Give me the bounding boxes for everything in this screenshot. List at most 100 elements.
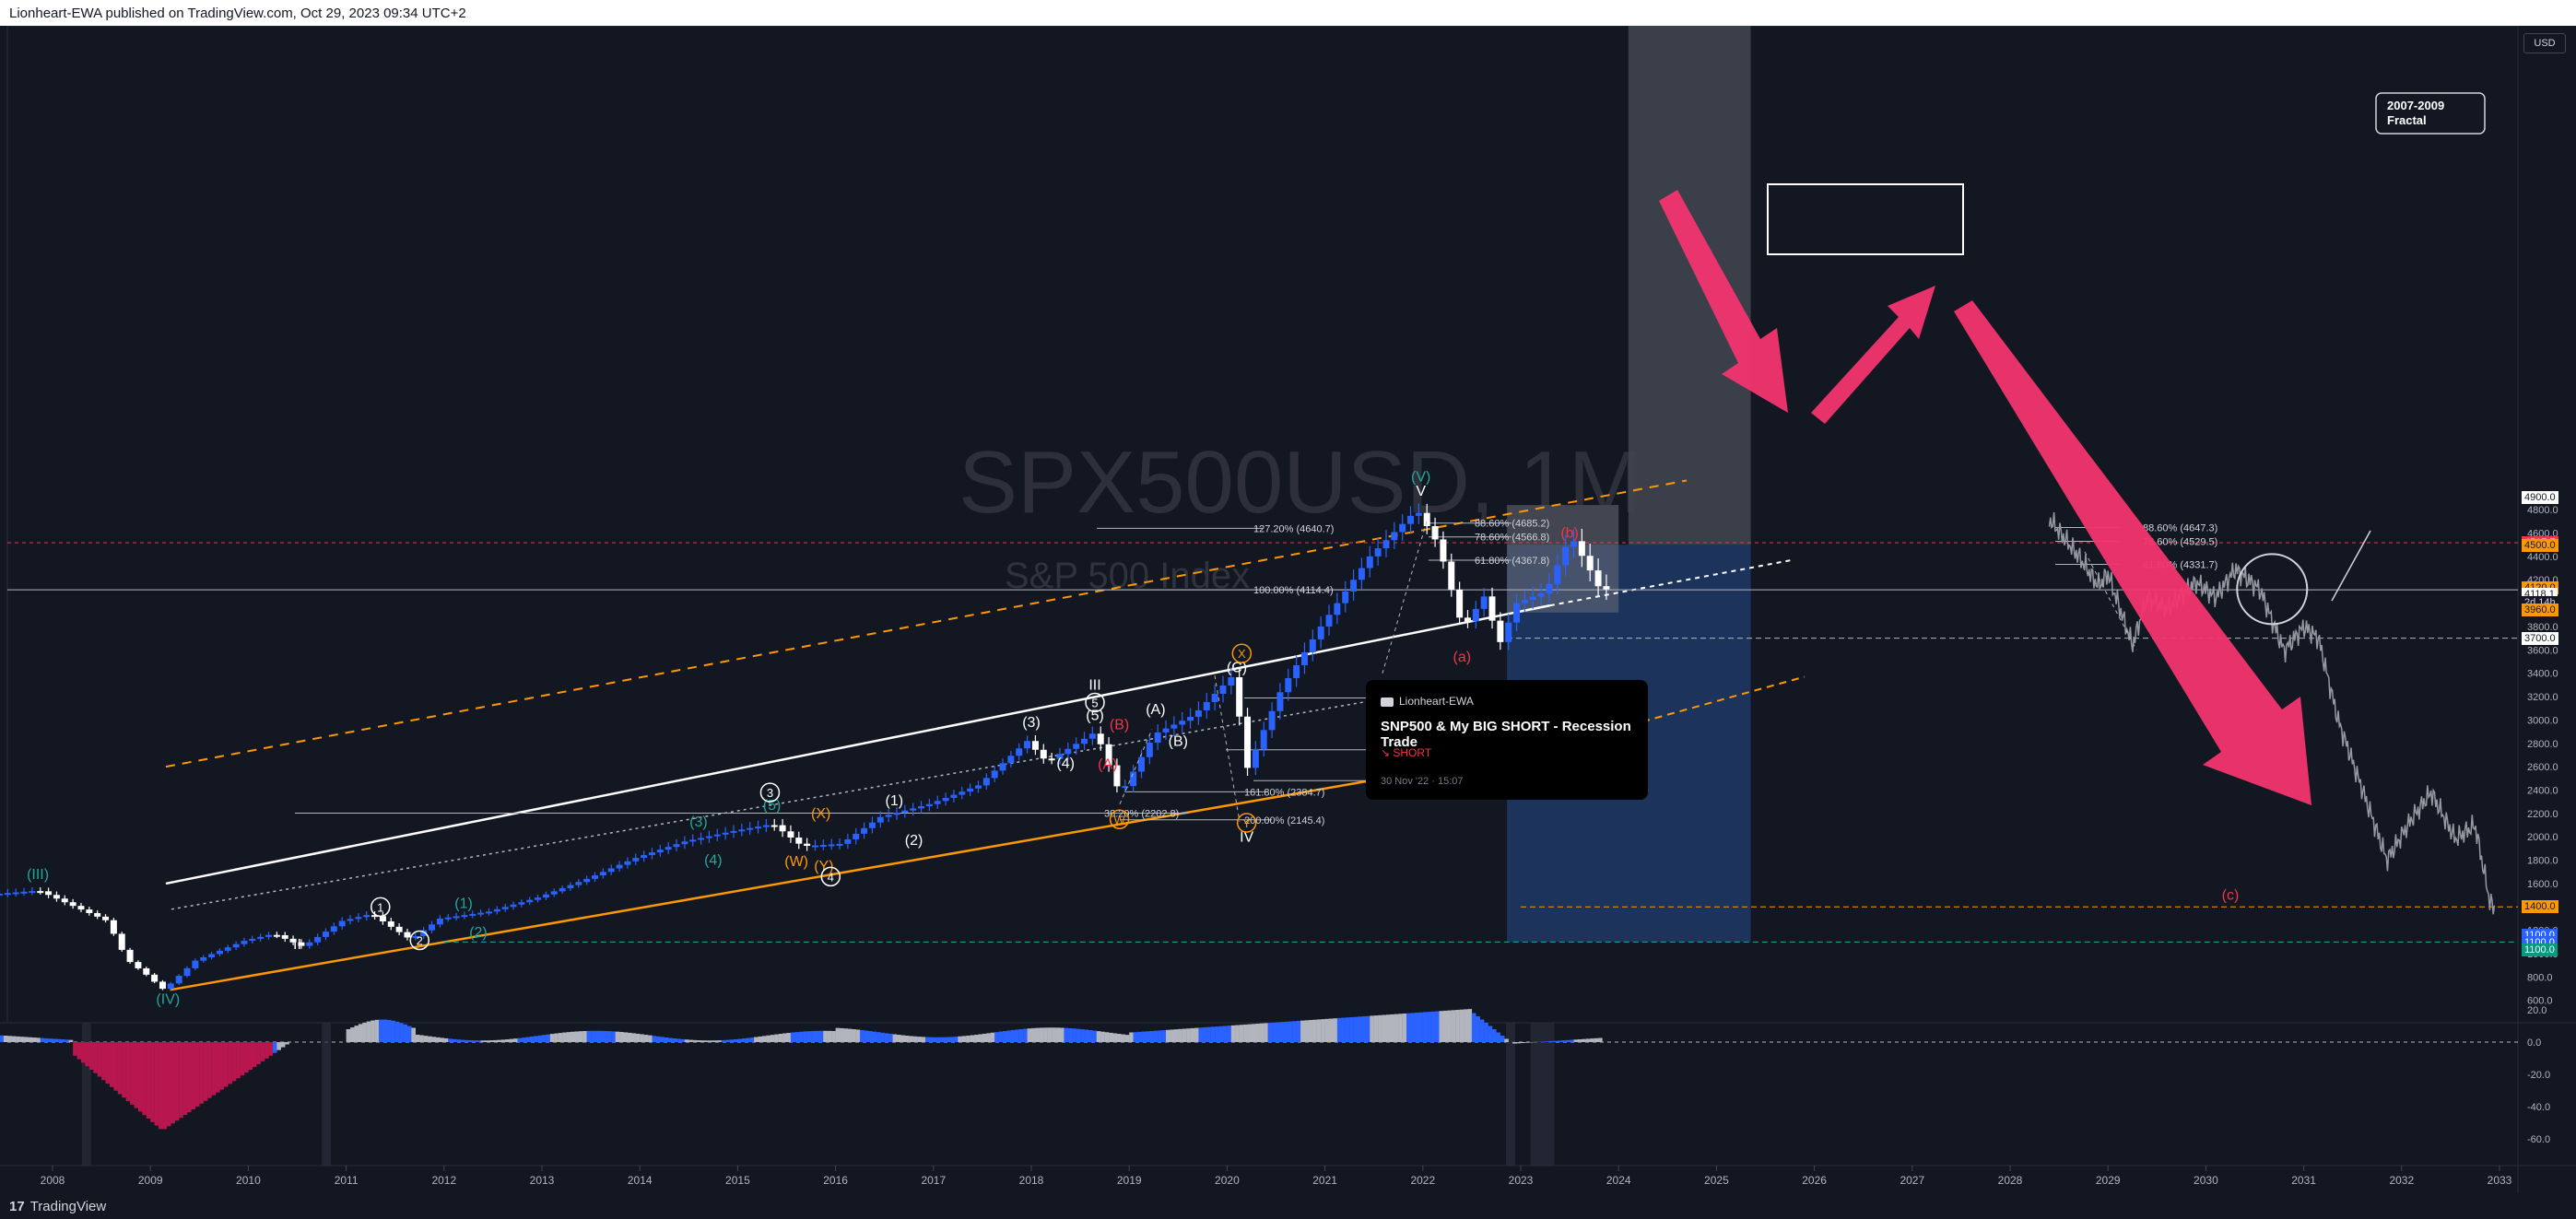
oscillator-bar (721, 1039, 726, 1042)
oscillator-bar (1427, 1012, 1431, 1042)
oscillator-bar (231, 1042, 237, 1082)
oscillator-bar (640, 1034, 644, 1042)
fib-level-label: 161.80% (2384.7) (1244, 787, 1324, 798)
candle-body (876, 816, 884, 823)
candle-body (575, 882, 582, 885)
oscillator-bar (982, 1033, 987, 1042)
oscillator-bar (705, 1040, 710, 1042)
candle-body (45, 891, 53, 896)
oscillator-bar (1124, 1035, 1130, 1042)
candle-body (363, 915, 371, 918)
oscillator-bar (746, 1037, 750, 1042)
oscillator-bar (346, 1029, 351, 1042)
candle-body (1252, 748, 1259, 768)
candle-body (925, 803, 933, 807)
candle-body (216, 950, 223, 955)
oscillator-bar (386, 1019, 392, 1042)
idea-card[interactable]: Lionheart-EWA SNP500 & My BIG SHORT - Re… (1366, 680, 1648, 800)
oscillator-bar (497, 1039, 501, 1042)
y-axis-tick-label: 1600.0 (2527, 879, 2558, 890)
oscillator-bar (697, 1040, 701, 1042)
x-axis-tick-label: 2025 (1704, 1174, 1729, 1187)
candle-body (910, 808, 917, 811)
price-tag: 1400.0 (2522, 900, 2558, 914)
oscillator-bar (101, 1042, 106, 1081)
candle-body (844, 838, 852, 844)
oscillator-bar (285, 1042, 289, 1045)
oscillator-bar (179, 1042, 183, 1119)
currency-label[interactable]: USD (2523, 33, 2566, 53)
idea-date: 30 Nov '22 · 15:07 (1381, 776, 1464, 787)
oscillator-bar (798, 1031, 804, 1042)
price-tag: 4500.0 (2522, 539, 2558, 553)
x-axis-tick-label: 2019 (1117, 1174, 1142, 1187)
oscillator-bar (24, 1037, 29, 1042)
wave-circle-label: 1 (377, 900, 383, 914)
oscillator-bar (260, 1042, 265, 1061)
candle-body (395, 926, 403, 932)
candle-body (1578, 541, 1585, 557)
oscillator-bar (990, 1032, 995, 1042)
y-axis-tick-label: 3600.0 (2527, 645, 2558, 656)
oscillator-bar (860, 1029, 865, 1042)
oscillator-bar (411, 1027, 416, 1042)
candle-body (967, 788, 974, 792)
watermark-symbol: SPX500USD, 1M (959, 433, 1642, 532)
oscillator-bar (1442, 1010, 1448, 1042)
oscillator-highlight-bar (81, 1023, 91, 1166)
oscillator-bar (1109, 1032, 1113, 1042)
oscillator-bar (1308, 1020, 1313, 1042)
candle-body (249, 938, 256, 942)
oscillator-bar (884, 1033, 889, 1042)
oscillator-bar (1292, 1021, 1297, 1042)
oscillator-bar (460, 1039, 465, 1042)
oscillator-bar (1333, 1018, 1338, 1042)
candle-body (755, 826, 762, 829)
wave-label: III (1088, 677, 1100, 693)
oscillator-bar (1137, 1031, 1142, 1042)
candle-body (934, 801, 941, 804)
candle-body (648, 852, 655, 856)
oscillator-bar (476, 1040, 481, 1042)
oscillator-bar (1545, 1041, 1550, 1042)
candle-body (1594, 570, 1602, 587)
candle-body (795, 837, 803, 844)
oscillator-bar (1406, 1013, 1411, 1042)
wave-label: (W) (784, 854, 808, 870)
oscillator-bar (1476, 1016, 1480, 1042)
wave-label: (B) (1169, 733, 1188, 749)
oscillator-bar (276, 1042, 281, 1050)
fib-level-label: 78.60% (4529.5) (2143, 536, 2217, 547)
oscillator-bar (1015, 1029, 1019, 1042)
oscillator-axis-label: -20.0 (2527, 1070, 2550, 1081)
oscillator-bar (403, 1024, 408, 1042)
oscillator-bar (1178, 1028, 1182, 1042)
oscillator-bar (1570, 1039, 1574, 1042)
oscillator-bar (1251, 1024, 1256, 1042)
candle-body (469, 913, 476, 916)
oscillator-bar (766, 1035, 770, 1042)
wave-guide-line (1214, 675, 1241, 822)
oscillator-bar (648, 1035, 653, 1042)
oscillator-bar (199, 1042, 204, 1104)
oscillator-bar (391, 1020, 395, 1042)
x-axis-tick-label: 2018 (1019, 1174, 1044, 1187)
oscillator-bar (505, 1039, 510, 1042)
oscillator-bar (1072, 1028, 1076, 1042)
oscillator-bar (492, 1039, 498, 1042)
candle-body (950, 794, 958, 798)
candle-body (0, 893, 3, 896)
oscillator-bar (1129, 1032, 1134, 1042)
candle-body (999, 763, 1006, 771)
oscillator-bar (1031, 1027, 1036, 1042)
fib-level-label: 78.60% (4566.8) (1475, 533, 1549, 544)
candle-body (1366, 556, 1373, 568)
candle-body (1244, 716, 1252, 768)
oscillator-bar (174, 1042, 180, 1121)
oscillator-bar (440, 1037, 444, 1042)
oscillator-bar (1435, 1011, 1440, 1042)
candle-body (224, 947, 231, 951)
oscillator-bar (399, 1023, 404, 1042)
candle-body (1105, 744, 1112, 766)
